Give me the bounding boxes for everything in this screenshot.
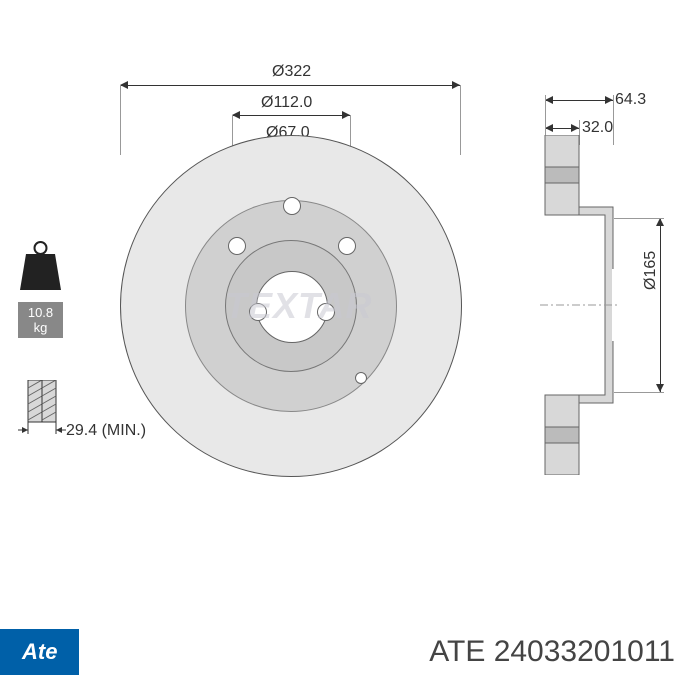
weight-unit: kg xyxy=(34,320,48,335)
ext-line xyxy=(614,392,664,393)
weight-icon xyxy=(18,240,63,295)
weight-number: 10.8 xyxy=(28,305,53,320)
part-number: ATE 24033201011 xyxy=(429,635,675,669)
dim-line-thick xyxy=(545,128,579,129)
bolt-hole xyxy=(283,197,301,215)
ext-line xyxy=(460,85,461,155)
locator-hole xyxy=(355,372,367,384)
ext-line xyxy=(120,85,121,155)
dim-label-bolt: Ø112.0 xyxy=(261,94,312,112)
disc-side-view xyxy=(540,135,620,475)
brand-logo: Ate xyxy=(0,629,79,675)
weight-value: 10.8 kg xyxy=(18,302,63,338)
ext-line xyxy=(614,218,664,219)
bolt-hole xyxy=(228,237,246,255)
min-thick-icon xyxy=(18,380,68,435)
watermark-text: TEXTAR xyxy=(225,285,372,327)
dim-line-od xyxy=(120,85,460,86)
bottom-bar: Ate ATE 24033201011 xyxy=(0,629,700,675)
dim-label-od: Ø322 xyxy=(272,63,311,81)
dim-label-hat: Ø165 xyxy=(642,251,660,290)
dim-line-hat xyxy=(660,218,661,392)
dim-line-bolt xyxy=(232,115,350,116)
dim-label-min: 29.4 (MIN.) xyxy=(66,422,156,440)
dim-label-width: 64.3 xyxy=(615,91,646,109)
dim-line-width xyxy=(545,100,613,101)
min-thickness-block: 29.4 (MIN.) xyxy=(18,380,118,458)
weight-indicator: 10.8 kg xyxy=(18,240,63,320)
bolt-hole xyxy=(338,237,356,255)
